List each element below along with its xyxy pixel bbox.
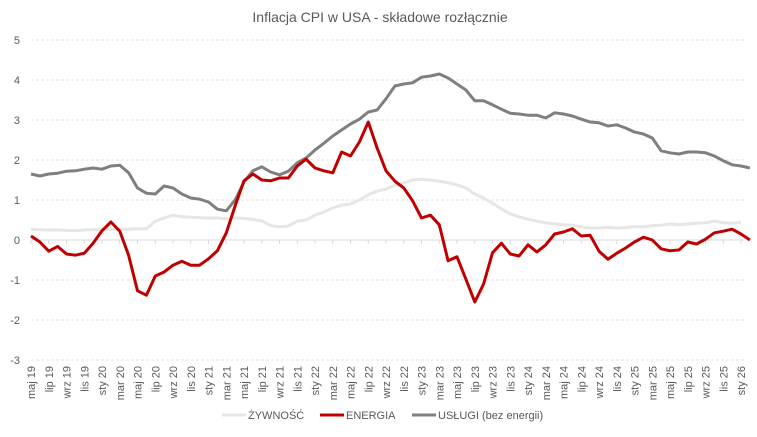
x-tick-label: sty 25 [630, 366, 642, 395]
x-tick-label: mar 23 [434, 366, 446, 400]
y-tick-label: 5 [14, 35, 20, 47]
x-tick-label: wrz 22 [381, 366, 393, 399]
x-tick-label: maj 24 [559, 366, 571, 399]
y-tick-label: -2 [10, 315, 20, 327]
x-tick-label: lis 25 [718, 366, 730, 392]
y-tick-label: -1 [10, 275, 20, 287]
x-tick-label: sty 22 [310, 366, 322, 395]
x-tick-label: lip 25 [683, 366, 695, 392]
series-line-0 [30, 177, 742, 233]
legend-item: ENERGIA [320, 410, 396, 422]
x-tick-label: wrz 19 [62, 366, 74, 399]
legend-label: USŁUGI (bez energii) [438, 410, 543, 422]
x-tick-label: lip 23 [470, 366, 482, 392]
x-tick-label: mar 21 [221, 366, 233, 400]
x-tick-label: wrz 24 [594, 366, 606, 399]
x-tick-label: lip 24 [576, 366, 588, 392]
series-line-2 [30, 72, 751, 213]
x-tick-label: sty 23 [417, 366, 429, 395]
plot-area [30, 72, 751, 304]
x-tick-label: lip 21 [257, 366, 269, 392]
y-tick-label: 2 [14, 155, 20, 167]
y-tick-label: 1 [14, 195, 20, 207]
legend-item: USŁUGI (bez energii) [412, 410, 543, 422]
x-tick-label: lis 23 [505, 366, 517, 392]
x-tick-label: sty 26 [736, 366, 748, 395]
legend-label: ŻYWNOŚĆ [248, 409, 304, 422]
x-tick-label: wrz 25 [701, 366, 713, 399]
x-tick-label: lip 20 [150, 366, 162, 392]
x-tick-label: mar 25 [647, 366, 659, 400]
x-tick-label: maj 20 [133, 366, 145, 399]
x-tick-label: wrz 23 [488, 366, 500, 399]
x-tick-label: sty 21 [204, 366, 216, 395]
x-tick-label: maj 21 [239, 366, 251, 399]
y-tick-label: 0 [14, 235, 20, 247]
y-tick-label: -3 [10, 355, 20, 367]
x-tick-label: lip 22 [363, 366, 375, 392]
x-tick-label: lis 20 [186, 366, 198, 392]
x-tick-label: maj 25 [665, 366, 677, 399]
y-axis: 5 4 3 2 1 0 -1 -2 -3 [10, 35, 20, 367]
x-tick-label: maj 19 [26, 366, 38, 399]
x-tick-label: sty 20 [97, 366, 109, 395]
x-tick-label: wrz 21 [275, 366, 287, 399]
legend-label: ENERGIA [346, 410, 396, 422]
legend: ŻYWNOŚĆ ENERGIA USŁUGI (bez energii) [222, 409, 543, 422]
x-tick-label: lis 21 [292, 366, 304, 392]
series-line-1 [30, 120, 751, 304]
x-tick-label: lis 22 [399, 366, 411, 392]
x-tick-label: mar 20 [115, 366, 127, 400]
x-axis: maj 19 lip 19 wrz 19 lis 19 sty 20 mar 20 maj … [26, 239, 748, 400]
legend-item: ŻYWNOŚĆ [222, 409, 304, 422]
x-tick-label: sty 24 [523, 366, 535, 395]
x-tick-label: mar 24 [541, 366, 553, 400]
grid [31, 39, 744, 361]
x-tick-label: lis 24 [612, 366, 624, 392]
x-tick-label: lis 19 [79, 366, 91, 392]
x-tick-label: wrz 20 [168, 366, 180, 399]
x-tick-label: mar 22 [328, 366, 340, 400]
y-tick-label: 3 [14, 115, 20, 127]
x-tick-label: maj 23 [452, 366, 464, 399]
chart-title: Inflacja CPI w USA - składowe rozłącznie [252, 9, 507, 25]
y-tick-label: 4 [14, 75, 20, 87]
x-tick-label: maj 22 [346, 366, 358, 399]
x-tick-label: lip 19 [44, 366, 56, 392]
